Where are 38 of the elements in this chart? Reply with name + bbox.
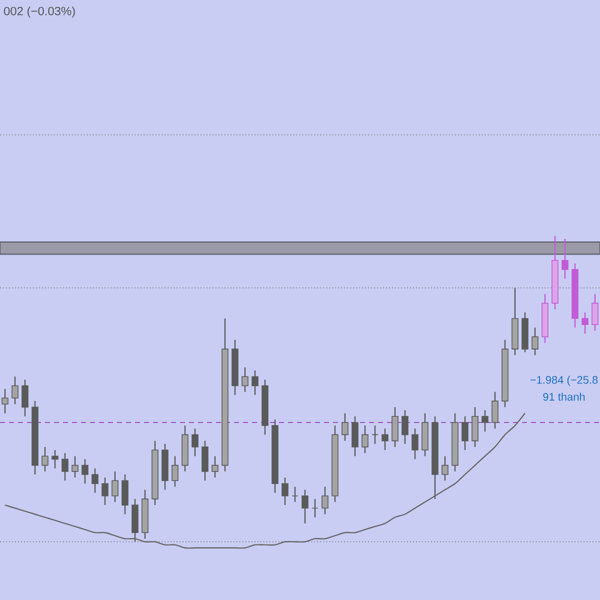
candlestick [372,424,378,444]
candlestick [412,428,418,460]
candlestick [172,456,178,488]
candlestick [442,456,448,482]
candlestick [22,379,28,417]
candlestick [492,391,498,430]
candlestick [562,238,568,280]
candlestick [42,446,48,472]
candlestick [212,456,218,478]
text: 002 (−0.03%) [4,6,75,18]
annotation: 91 thanh [543,392,585,401]
candlestick [382,428,388,451]
candlestick [72,456,78,478]
candlestick [62,452,68,482]
candlestick [462,416,468,451]
candlestick [322,486,328,515]
candlestick [292,486,298,503]
candlestick [312,498,318,518]
candlestick [482,410,488,432]
candlestick [582,312,588,334]
candlestick [342,412,348,442]
candlestick [102,476,108,506]
candlestick [12,376,18,405]
candlestick [592,293,598,332]
candlestick [2,388,8,414]
candlestick [112,470,118,503]
candlestick [192,428,198,457]
candlestick [92,468,98,494]
candlestick [282,476,288,506]
candlestick [82,458,88,484]
candlestick [252,370,258,396]
candlestick [362,424,368,454]
candlestick [402,410,408,444]
candlestick [52,449,58,469]
annotation: −1.984 (−25.8 [530,376,598,386]
candlestick [242,366,248,392]
candlestick [532,327,538,356]
candlestick [302,489,308,524]
